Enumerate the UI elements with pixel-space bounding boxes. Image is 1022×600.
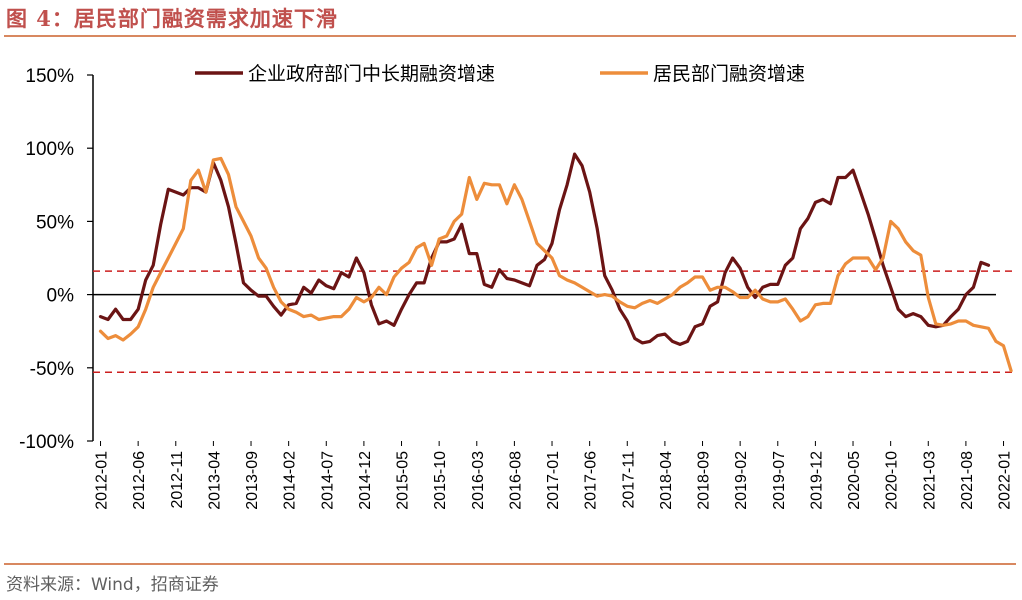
y-tick-label: 150% xyxy=(25,66,74,87)
x-tick-label: 2012-11 xyxy=(169,451,186,509)
x-tick-label: 2018-04 xyxy=(658,451,675,510)
series-line-1 xyxy=(98,152,991,346)
x-tick-label: 2016-03 xyxy=(470,451,487,510)
legend: 企业政府部门中长期融资增速 居民部门融资增速 xyxy=(195,63,805,85)
y-tick-label: 100% xyxy=(25,139,74,160)
x-tick-label: 2017-06 xyxy=(583,451,600,510)
y-tick-label: 0% xyxy=(47,286,75,307)
x-tick-label: 2021-08 xyxy=(959,451,976,510)
y-tick-label: 50% xyxy=(36,212,74,233)
series-layer xyxy=(98,152,1013,373)
x-tick-label: 2017-11 xyxy=(620,451,637,509)
x-tick-label: 2013-09 xyxy=(244,451,261,510)
x-tick-label: 2012-01 xyxy=(94,451,111,510)
bottom-rule xyxy=(4,563,1016,565)
x-axis-ticks: 2012-01 2012-06 2012-11 2013-04 2013-09 2014-… xyxy=(94,441,1014,510)
x-tick-label: 2014-07 xyxy=(319,451,336,510)
x-tick-label: 2015-10 xyxy=(432,451,449,510)
x-tick-label: 2019-07 xyxy=(771,451,788,510)
x-tick-label: 2016-08 xyxy=(507,451,524,510)
grid-layer xyxy=(92,75,1016,441)
x-tick-label: 2013-04 xyxy=(206,451,223,510)
x-tick-label: 2019-12 xyxy=(808,451,825,510)
series-line-2 xyxy=(98,156,1013,373)
x-tick-label: 2022-01 xyxy=(997,451,1014,510)
x-tick-label: 2019-02 xyxy=(733,451,750,510)
y-axis-ticks: 150% 100% 50% 0% -50% -100% xyxy=(19,66,93,453)
x-tick-label: 2018-09 xyxy=(696,451,713,510)
x-tick-label: 2020-10 xyxy=(884,451,901,510)
legend-label-1: 企业政府部门中长期融资增速 xyxy=(248,63,495,85)
x-tick-label: 2012-06 xyxy=(131,451,148,510)
x-tick-label: 2014-02 xyxy=(282,451,299,510)
x-tick-label: 2017-01 xyxy=(545,451,562,510)
figure-title: 图 4：居民部门融资需求加速下滑 xyxy=(6,6,338,31)
x-tick-label: 2015-05 xyxy=(395,451,412,510)
x-tick-label: 2021-03 xyxy=(921,451,938,510)
top-rule xyxy=(4,35,1016,37)
x-tick-label: 2014-12 xyxy=(357,451,374,510)
y-tick-label: -50% xyxy=(30,359,74,380)
y-tick-label: -100% xyxy=(19,432,74,453)
source-note: 资料来源：Wind，招商证券 xyxy=(6,575,219,595)
x-tick-label: 2020-05 xyxy=(846,451,863,510)
legend-label-2: 居民部门融资增速 xyxy=(653,63,805,85)
